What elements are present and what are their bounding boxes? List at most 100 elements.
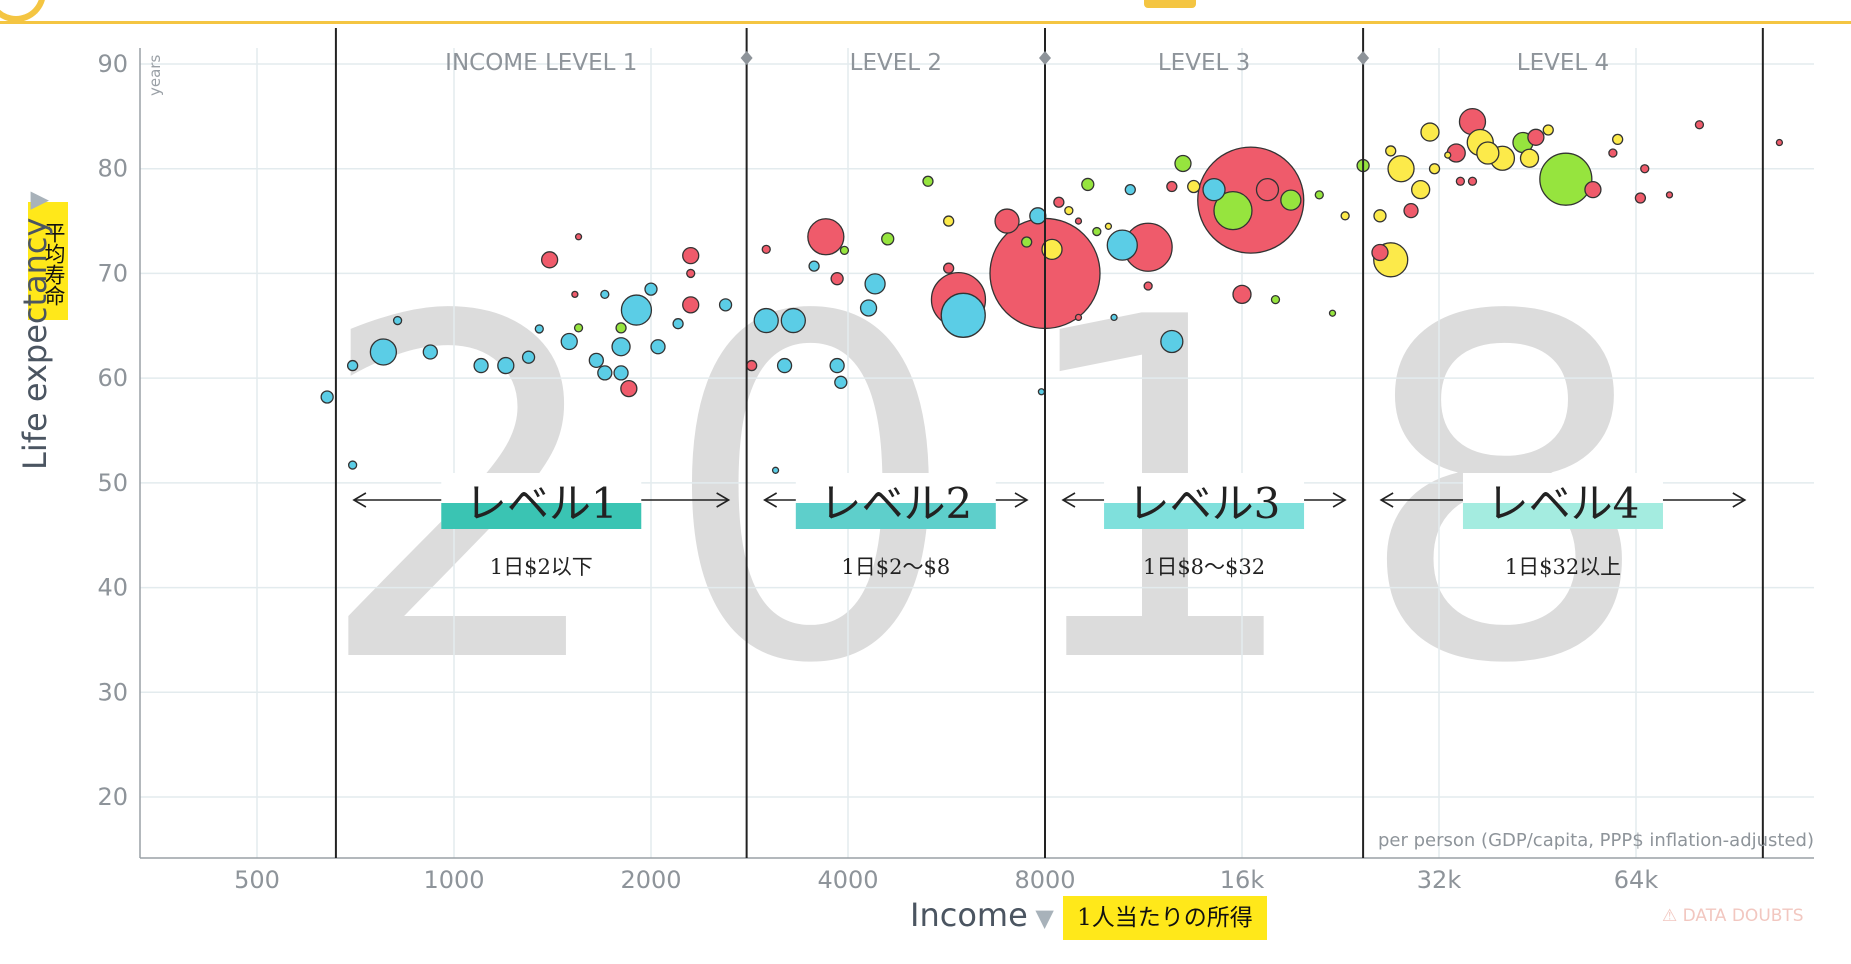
country-bubble[interactable] xyxy=(600,289,610,300)
country-bubble[interactable] xyxy=(1539,152,1593,206)
country-bubble[interactable] xyxy=(776,357,793,374)
country-bubble[interactable] xyxy=(1232,284,1252,305)
country-bubble[interactable] xyxy=(1081,177,1095,192)
country-bubble[interactable] xyxy=(753,307,779,334)
country-bubble[interactable] xyxy=(1174,154,1192,173)
country-bubble[interactable] xyxy=(644,282,658,296)
country-bubble[interactable] xyxy=(1041,238,1063,260)
country-bubble[interactable] xyxy=(1074,217,1083,225)
country-bubble[interactable] xyxy=(1640,164,1650,174)
country-bubble[interactable] xyxy=(829,357,845,374)
country-bubble[interactable] xyxy=(1665,191,1674,199)
country-bubble[interactable] xyxy=(369,338,398,366)
country-bubble[interactable] xyxy=(859,299,878,317)
country-bubble[interactable] xyxy=(1455,176,1466,186)
country-bubble[interactable] xyxy=(922,175,934,187)
country-bubble[interactable] xyxy=(1694,120,1705,130)
country-bubble[interactable] xyxy=(864,273,886,295)
country-bubble[interactable] xyxy=(1608,148,1618,158)
country-bubble[interactable] xyxy=(1314,190,1324,200)
country-bubble[interactable] xyxy=(534,324,544,334)
country-bubble[interactable] xyxy=(830,272,844,286)
country-bubble[interactable] xyxy=(497,356,515,375)
top-tab-marker[interactable] xyxy=(1144,0,1196,8)
country-bubble[interactable] xyxy=(1255,178,1280,202)
country-bubble[interactable] xyxy=(320,390,334,404)
country-bubble[interactable] xyxy=(1074,313,1083,322)
country-bubble[interactable] xyxy=(521,350,536,364)
country-bubble[interactable] xyxy=(573,323,584,333)
country-bubble[interactable] xyxy=(1403,202,1419,219)
country-bubble[interactable] xyxy=(1542,124,1554,136)
country-bubble[interactable] xyxy=(620,294,653,326)
country-bubble[interactable] xyxy=(746,359,758,372)
country-bubble[interactable] xyxy=(1106,229,1138,261)
country-bubble[interactable] xyxy=(597,365,613,381)
country-bubble[interactable] xyxy=(1104,222,1113,230)
country-bubble[interactable] xyxy=(881,232,895,246)
country-bubble[interactable] xyxy=(1444,151,1452,159)
country-bubble[interactable] xyxy=(1213,190,1253,231)
country-bubble[interactable] xyxy=(1029,207,1047,225)
country-bubble[interactable] xyxy=(650,339,666,355)
country-bubble[interactable] xyxy=(1612,133,1624,146)
country-bubble[interactable] xyxy=(613,365,629,381)
country-bubble[interactable] xyxy=(1519,148,1540,168)
country-bubble[interactable] xyxy=(682,296,700,314)
country-bubble[interactable] xyxy=(761,244,771,254)
country-bubble[interactable] xyxy=(940,292,986,338)
country-bubble[interactable] xyxy=(1476,141,1500,165)
country-bubble[interactable] xyxy=(1387,155,1415,183)
country-bubble[interactable] xyxy=(839,245,850,256)
country-bubble[interactable] xyxy=(615,322,627,334)
country-bubble[interactable] xyxy=(1328,309,1337,317)
country-bubble[interactable] xyxy=(771,466,780,474)
country-bubble[interactable] xyxy=(1160,329,1184,354)
country-bubble[interactable] xyxy=(1280,189,1302,211)
country-bubble[interactable] xyxy=(1775,138,1784,147)
country-bubble[interactable] xyxy=(1037,388,1046,396)
level-drag-handle-icon[interactable] xyxy=(1039,51,1051,65)
country-bubble[interactable] xyxy=(346,359,359,372)
country-bubble[interactable] xyxy=(1110,313,1118,322)
country-bubble[interactable] xyxy=(588,352,604,368)
country-bubble[interactable] xyxy=(1385,145,1397,157)
country-bubble[interactable] xyxy=(1411,180,1431,200)
country-bubble[interactable] xyxy=(1124,184,1136,196)
country-bubble[interactable] xyxy=(422,344,438,360)
data-doubts-link[interactable]: ⚠ DATA DOUBTS xyxy=(1662,906,1804,926)
country-bubble[interactable] xyxy=(392,315,403,326)
country-bubble[interactable] xyxy=(347,460,358,470)
level-drag-handle-icon[interactable] xyxy=(740,51,753,65)
country-bubble[interactable] xyxy=(1634,192,1647,204)
country-bubble[interactable] xyxy=(1270,294,1281,305)
country-bubble[interactable] xyxy=(473,357,489,374)
country-bubble[interactable] xyxy=(560,332,578,351)
country-bubble[interactable] xyxy=(1021,236,1033,248)
country-bubble[interactable] xyxy=(1064,205,1074,216)
country-bubble[interactable] xyxy=(1143,281,1153,291)
country-bubble[interactable] xyxy=(780,307,806,334)
country-bubble[interactable] xyxy=(682,246,700,265)
country-bubble[interactable] xyxy=(1467,176,1478,186)
country-bubble[interactable] xyxy=(943,262,955,274)
country-bubble[interactable] xyxy=(540,251,559,269)
country-bubble[interactable] xyxy=(808,260,820,272)
country-bubble[interactable] xyxy=(1373,209,1387,223)
country-bubble[interactable] xyxy=(1340,211,1350,221)
country-bubble[interactable] xyxy=(571,290,579,299)
country-bubble[interactable] xyxy=(574,233,583,241)
country-bubble[interactable] xyxy=(807,218,845,256)
country-bubble[interactable] xyxy=(1527,128,1545,146)
y-axis-title[interactable]: Life expectancy ▼ xyxy=(16,191,54,470)
country-bubble[interactable] xyxy=(1053,196,1065,208)
country-bubble[interactable] xyxy=(1584,181,1602,199)
country-bubble[interactable] xyxy=(672,318,684,330)
country-bubble[interactable] xyxy=(1166,180,1178,193)
country-bubble[interactable] xyxy=(943,215,955,227)
country-bubble[interactable] xyxy=(1371,243,1389,262)
country-bubble[interactable] xyxy=(1187,179,1201,194)
x-axis-title[interactable]: Income ▼ xyxy=(910,896,1054,934)
country-bubble[interactable] xyxy=(1202,178,1226,202)
country-bubble[interactable] xyxy=(1092,226,1102,237)
